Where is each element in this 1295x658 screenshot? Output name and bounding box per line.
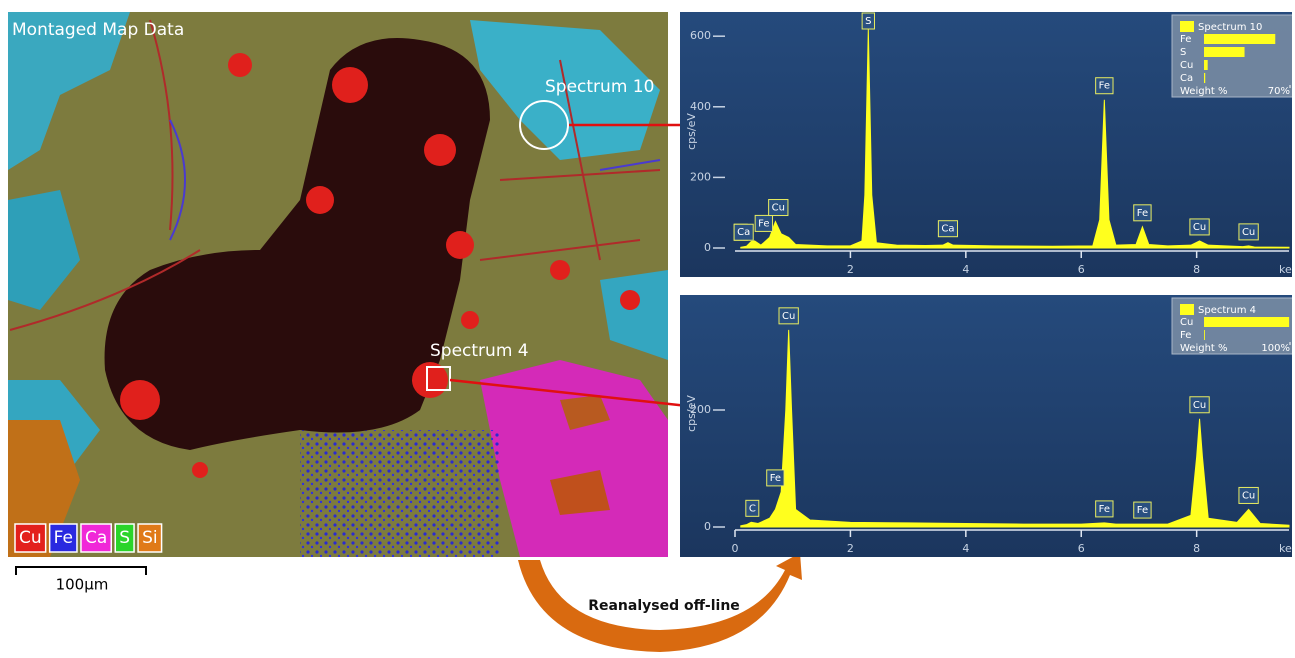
peak-label: Cu [1193,400,1206,411]
x-tick-label: 4 [962,542,969,555]
inset-category: Fe [1180,34,1191,45]
y-tick-label: 400 [690,100,711,113]
x-tick-label: 4 [962,263,969,276]
inset-category: Cu [1180,317,1193,328]
y-tick-label: 200 [690,170,711,183]
peak-label: Fe [1137,505,1148,516]
map-title: Montaged Map Data [12,20,184,40]
inset-title: Spectrum 4 [1198,305,1256,316]
inset-tick-label: 100% [1261,343,1290,354]
inset-swatch [1180,304,1194,315]
y-axis-label: cps/eV [685,395,698,432]
inset-axis-label: Weight % [1180,86,1228,97]
inset-bar [1204,47,1245,57]
legend-label: Cu [19,528,42,548]
inset-title: Spectrum 10 [1198,22,1262,33]
inset-tick-label: 70% [1268,86,1290,97]
x-axis-label: ke [1279,542,1292,555]
inset-bar [1204,34,1275,44]
y-axis-label: cps/eV [685,113,698,150]
inset-swatch [1180,21,1194,32]
legend-label: S [119,528,130,548]
scale-label: 100µm [56,576,109,594]
peak-label: Ca [737,227,750,238]
legend-label: Fe [54,528,73,548]
site-label: Spectrum 10 [545,77,654,97]
inset-category: Fe [1180,330,1191,341]
inset-category: S [1180,47,1186,58]
x-tick-label: 2 [847,263,854,276]
peak-label: Fe [1137,208,1148,219]
x-tick-label: 8 [1193,542,1200,555]
inset-bar [1204,73,1205,83]
peak-label: S [865,16,871,27]
spectrum-panel: 0200400600cps/eV2468keCCaFeCuSCaFeFeCuCu… [680,12,1295,277]
y-tick-label: 0 [704,520,711,533]
site-label: Spectrum 4 [430,341,529,361]
peak-label: Cu [1242,227,1255,238]
arrow-label: Reanalysed off-line [588,598,740,614]
figure: Montaged Map Data Spectrum 10 Spectrum 4… [0,0,1295,658]
x-tick-label: 6 [1078,263,1085,276]
inset-axis-label: Weight % [1180,343,1228,354]
peak-label: Cu [772,203,785,214]
legend-label: Ca [85,528,107,548]
y-tick-label: 600 [690,29,711,42]
legend-label: Si [142,528,158,548]
x-tick-label: 6 [1078,542,1085,555]
peak-label: Fe [1099,81,1110,92]
peak-label: C [749,503,756,514]
inset-category: Cu [1180,60,1193,71]
inset-bar [1204,330,1205,340]
x-tick-label: 8 [1193,263,1200,276]
peak-label: Cu [782,311,795,322]
x-tick-label: 2 [847,542,854,555]
y-tick-label: 0 [704,241,711,254]
inset-category: Ca [1180,73,1193,84]
x-axis-label: ke [1279,263,1292,276]
inset-bar [1204,60,1208,70]
peak-label: Ca [941,224,954,235]
inset-bar [1204,317,1289,327]
peak-label: Cu [1242,490,1255,501]
peak-label: Cu [1193,222,1206,233]
scale-bar [16,567,146,575]
peak-label: Fe [758,218,769,229]
element-legend: Cu Fe Ca S Si [15,524,162,552]
peak-label: Fe [770,473,781,484]
x-tick-label: 0 [732,542,739,555]
peak-label: Fe [1099,504,1110,515]
